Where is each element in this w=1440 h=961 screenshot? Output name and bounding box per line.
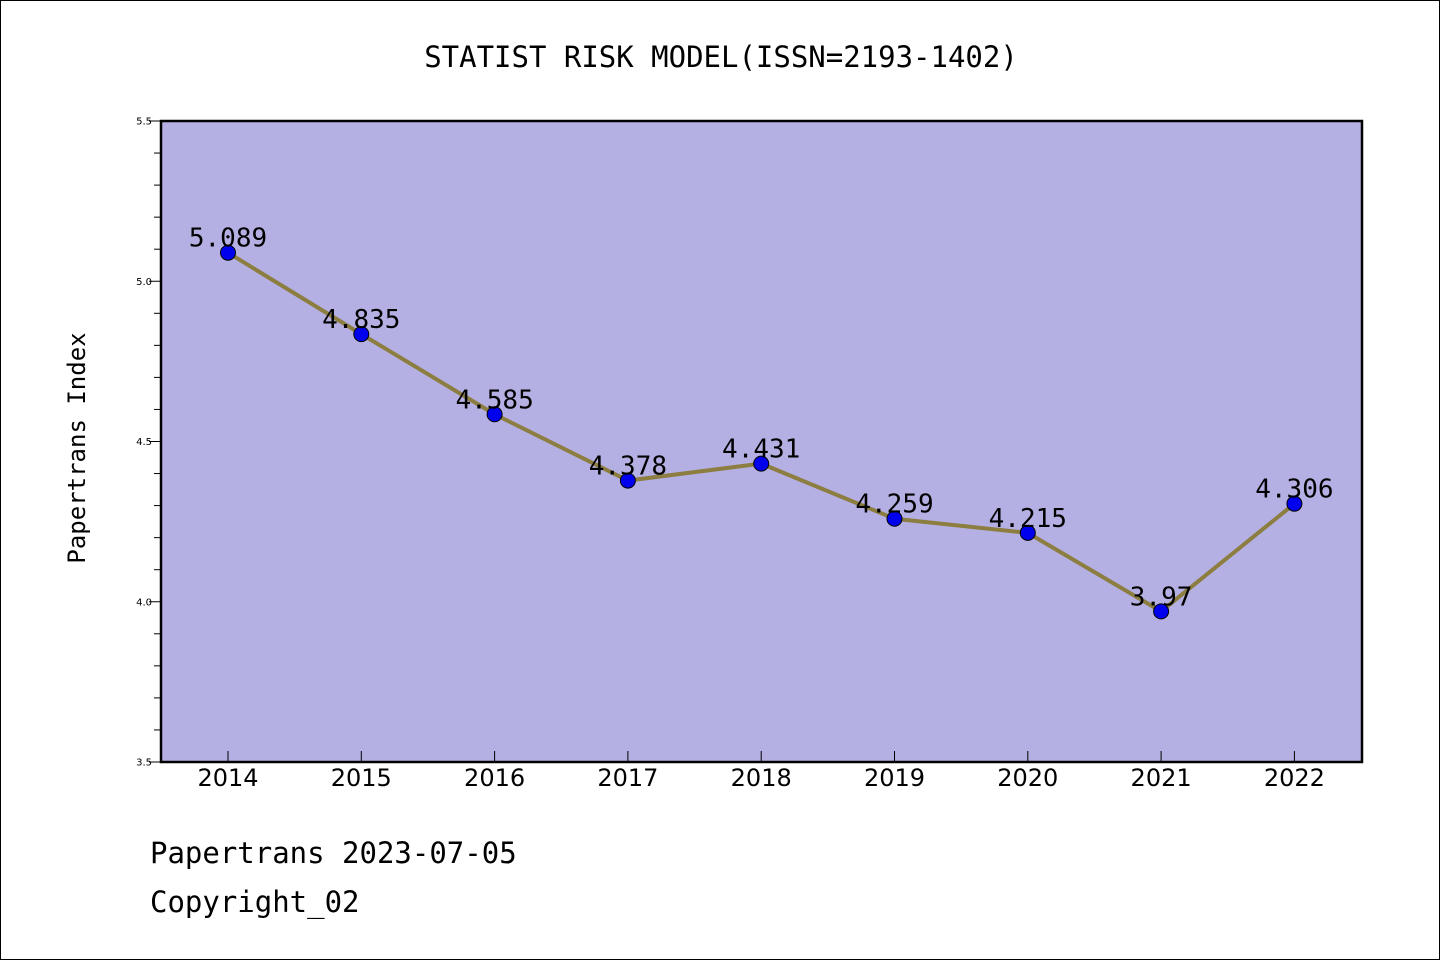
data-point bbox=[1286, 495, 1303, 512]
x-tick-label: 2018 bbox=[731, 764, 792, 792]
y-tick-label: 4.0 bbox=[136, 597, 152, 608]
data-labels: 5.089 4.835 4.585 4.378 4.431 4.259 4.215 3.97 4… bbox=[189, 224, 1334, 613]
x-axis: 2014 2015 2016 2017 2018 2019 2020 2021 2022 bbox=[197, 751, 1325, 792]
y-tick-label: 3.5 bbox=[136, 758, 152, 769]
data-label: 5.089 bbox=[189, 224, 267, 254]
data-point bbox=[753, 455, 770, 472]
footer-date-line: Papertrans 2023-07-05 bbox=[150, 836, 517, 870]
data-label: 4.259 bbox=[855, 490, 933, 520]
x-tick-label: 2015 bbox=[331, 764, 392, 792]
x-tick-label: 2021 bbox=[1131, 764, 1192, 792]
plot-area bbox=[159, 119, 1364, 764]
footer-copyright: Copyright_02 bbox=[150, 885, 360, 919]
chart-title: STATIST RISK MODEL(ISSN=2193-1402) bbox=[424, 40, 1018, 74]
y-axis: 3.5 4.0 4.5 5.0 5.5 bbox=[136, 117, 161, 769]
data-point bbox=[1019, 524, 1036, 541]
x-tick-label: 2022 bbox=[1264, 764, 1325, 792]
data-point bbox=[220, 244, 236, 261]
data-point bbox=[886, 510, 903, 527]
data-label: 4.306 bbox=[1255, 475, 1333, 505]
x-tick-label: 2017 bbox=[597, 764, 658, 792]
data-point bbox=[619, 472, 636, 489]
x-tick-label: 2019 bbox=[864, 764, 925, 792]
data-label: 4.835 bbox=[322, 305, 400, 335]
x-tick-label: 2014 bbox=[197, 764, 258, 792]
data-point bbox=[486, 406, 503, 423]
y-axis-label: Papertrans Index bbox=[63, 332, 91, 563]
data-label: 3.97 bbox=[1130, 582, 1193, 612]
x-tick-label: 2020 bbox=[997, 764, 1058, 792]
x-tick-label: 2016 bbox=[464, 764, 525, 792]
data-label: 4.431 bbox=[722, 435, 800, 465]
data-point bbox=[1153, 603, 1170, 620]
data-point bbox=[353, 326, 370, 343]
y-tick-label: 4.5 bbox=[136, 437, 152, 448]
data-markers bbox=[220, 244, 1303, 620]
data-label: 4.215 bbox=[989, 504, 1067, 534]
y-tick-label: 5.5 bbox=[136, 117, 152, 128]
y-tick-label: 5.0 bbox=[136, 277, 152, 288]
data-label: 4.585 bbox=[455, 385, 533, 415]
data-label: 4.378 bbox=[589, 452, 667, 482]
